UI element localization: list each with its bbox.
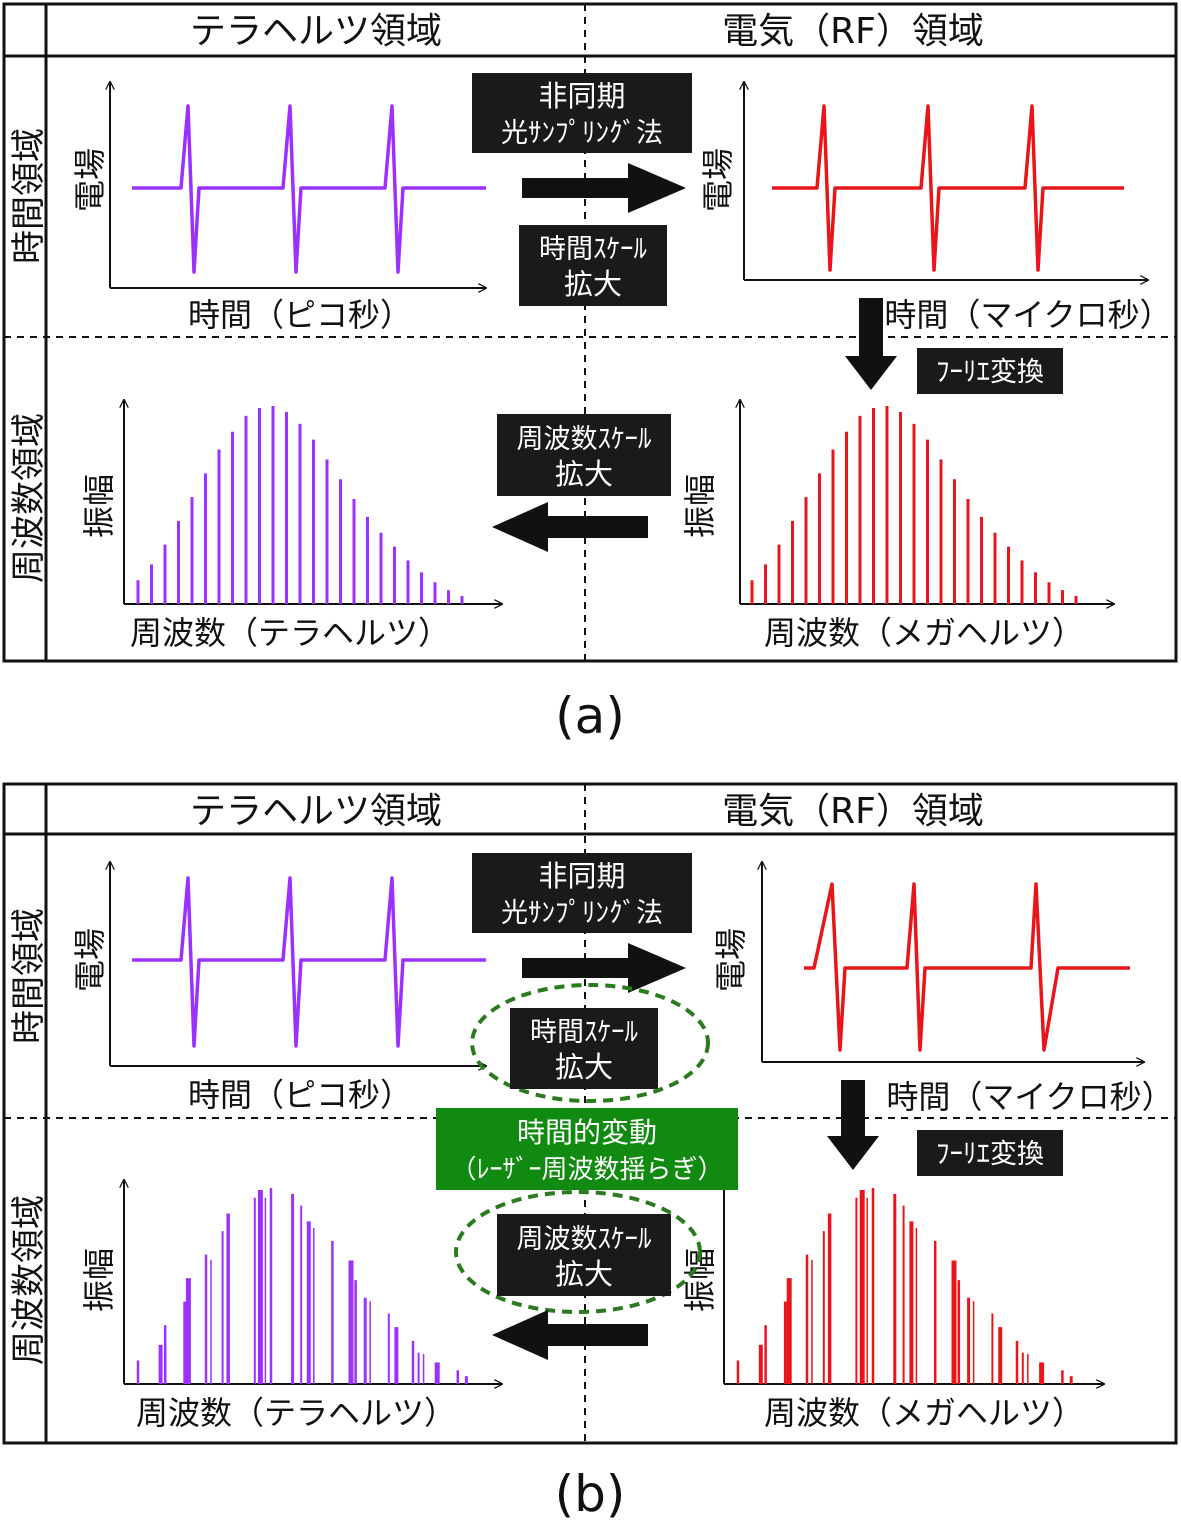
rf-freq-axes — [724, 1180, 1104, 1384]
rf-time-axes — [762, 862, 1144, 1062]
rf-freq-ylabel: 振幅 — [681, 474, 719, 538]
freqscale-label-2: 拡大 — [555, 1257, 613, 1291]
timescale-label-2: 拡大 — [564, 267, 622, 301]
row-label-frequency-domain: 周波数領域 — [9, 1195, 49, 1365]
fluctuation-label-2: （ﾚｰｻﾞｰ周波数揺らぎ） — [450, 1155, 723, 1185]
fourier-box — [917, 1130, 1063, 1176]
fourier-label: ﾌｰﾘｴ変換 — [936, 1139, 1044, 1170]
thz-time-xlabel: 時間（ピコ秒） — [188, 1076, 412, 1114]
timescale-box — [519, 225, 667, 306]
rf-pulse-train — [804, 882, 1130, 1052]
freqscale-label-1: 周波数ｽｹｰﾙ — [517, 424, 652, 455]
rf-time-ylabel: 電場 — [712, 928, 750, 992]
async-sampling-label-2: 光ｻﾝﾌﾟﾘﾝｸﾞ法 — [501, 118, 663, 149]
async-sampling-label-1: 非同期 — [538, 859, 625, 893]
freqscale-box — [497, 414, 671, 496]
column-header-rf: 電気（RF）領域 — [722, 11, 984, 52]
async-sampling-box — [472, 853, 692, 933]
freqscale-label-1: 周波数ｽｹｰﾙ — [517, 1224, 652, 1255]
fourier-box — [917, 348, 1063, 394]
down-arrow-icon — [845, 298, 897, 390]
thz-pulse-train — [132, 876, 486, 1048]
timescale-box — [510, 1008, 658, 1089]
panel-caption: (a) — [555, 687, 625, 745]
thz-time-xlabel: 時間（ピコ秒） — [188, 296, 412, 334]
panel-frame — [2, 2, 1178, 663]
row-label-frequency-domain: 周波数領域 — [9, 413, 49, 583]
fluctuation-box — [436, 1108, 738, 1190]
panel-frame — [2, 782, 1178, 1445]
rf-time-ylabel: 電場 — [699, 148, 737, 212]
left-arrow-icon — [492, 1310, 648, 1360]
rf-freq-xlabel: 周波数（メガヘルツ） — [764, 614, 1084, 652]
panel-a: テラヘルツ領域 電気（RF）領域 時間領域 周波数領域 電場 時間（ピコ秒） 電… — [2, 2, 1178, 745]
thz-freq-ylabel: 振幅 — [80, 474, 118, 538]
freqscale-label-2: 拡大 — [555, 457, 613, 491]
panel-caption: (b) — [555, 1465, 626, 1523]
timescale-label-1: 時間ｽｹｰﾙ — [539, 234, 647, 265]
async-sampling-box — [472, 73, 692, 153]
rf-time-xlabel: 時間（マイクロ秒） — [884, 296, 1171, 334]
right-arrow-icon — [522, 163, 686, 213]
left-arrow-icon — [492, 502, 648, 552]
thz-freq-xlabel: 周波数（テラヘルツ） — [130, 614, 450, 652]
async-sampling-label-2: 光ｻﾝﾌﾟﾘﾝｸﾞ法 — [501, 898, 663, 929]
thz-freq-axes — [124, 1180, 502, 1384]
rf-freq-xlabel: 周波数（メガヘルツ） — [764, 1394, 1084, 1432]
thz-freq-xlabel: 周波数（テラヘルツ） — [136, 1394, 456, 1432]
timescale-label-1: 時間ｽｹｰﾙ — [530, 1017, 638, 1048]
rf-time-xlabel: 時間（マイクロ秒） — [886, 1078, 1173, 1116]
down-arrow-icon — [827, 1080, 879, 1170]
thz-time-axes — [110, 862, 486, 1066]
column-header-thz: テラヘルツ領域 — [190, 11, 442, 52]
thz-time-axes — [110, 82, 486, 288]
freqscale-box — [497, 1214, 671, 1296]
thz-time-ylabel: 電場 — [71, 148, 109, 212]
dashed-ellipse-icon — [454, 1190, 702, 1314]
thz-comb-spectrum — [136, 1188, 468, 1384]
column-header-rf: 電気（RF）領域 — [722, 791, 984, 832]
row-label-time-domain: 時間領域 — [9, 908, 49, 1044]
panel-b: テラヘルツ領域 電気（RF）領域 時間領域 周波数領域 電場 時間（ピコ秒） 電… — [2, 782, 1178, 1523]
rf-pulse-train — [772, 104, 1124, 272]
right-arrow-icon — [522, 943, 686, 993]
rf-comb-spectrum — [736, 1188, 1073, 1384]
thz-time-ylabel: 電場 — [71, 928, 109, 992]
rf-time-axes — [744, 82, 1148, 280]
async-sampling-label-1: 非同期 — [538, 79, 625, 113]
dashed-ellipse-icon — [470, 983, 710, 1103]
fluctuation-label-1: 時間的変動 — [517, 1116, 657, 1149]
thz-comb-spectrum — [136, 406, 464, 604]
column-header-thz: テラヘルツ領域 — [190, 791, 442, 832]
row-label-time-domain: 時間領域 — [9, 128, 49, 264]
timescale-label-2: 拡大 — [555, 1050, 613, 1084]
thz-pulse-train — [132, 104, 486, 274]
rf-comb-spectrum — [750, 406, 1078, 604]
fourier-label: ﾌｰﾘｴ変換 — [936, 357, 1044, 388]
thz-freq-ylabel: 振幅 — [80, 1248, 118, 1312]
